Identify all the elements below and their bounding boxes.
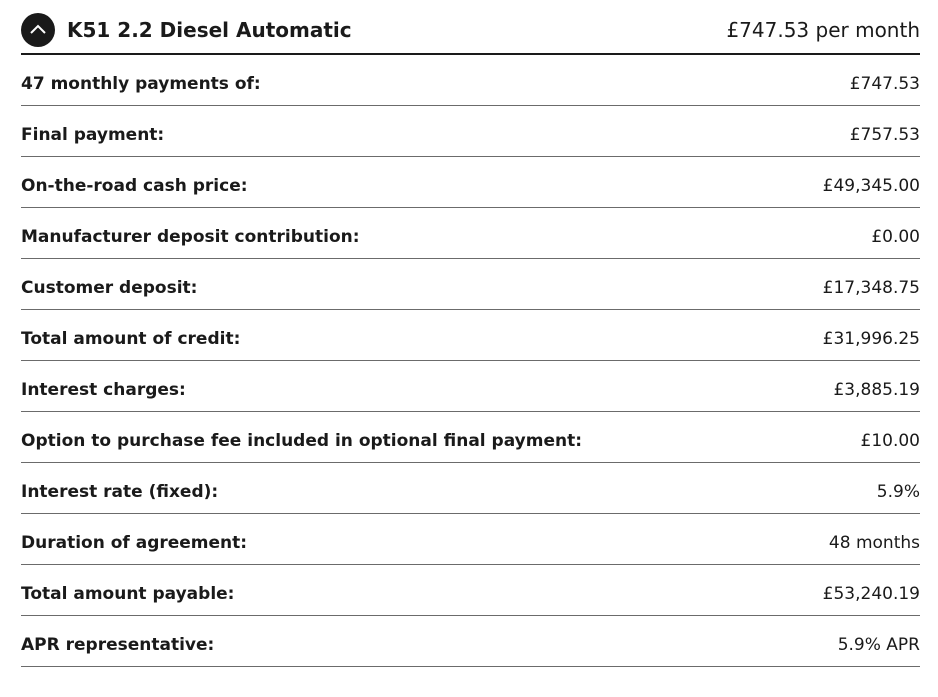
row-label: Interest charges:	[21, 380, 186, 400]
row-label: Interest rate (fixed):	[21, 482, 219, 502]
panel-inner: K51 2.2 Diesel Automatic £747.53 per mon…	[21, 0, 920, 667]
row-label: Manufacturer deposit contribution:	[21, 227, 360, 247]
row-value: £757.53	[849, 125, 920, 145]
row-value: £53,240.19	[822, 584, 920, 604]
table-row: Final payment: £757.53	[21, 106, 920, 157]
finance-header[interactable]: K51 2.2 Diesel Automatic £747.53 per mon…	[21, 0, 920, 55]
table-row: Manufacturer deposit contribution: £0.00	[21, 208, 920, 259]
row-label: Final payment:	[21, 125, 165, 145]
row-label: Total amount payable:	[21, 584, 235, 604]
table-row: On-the-road cash price: £49,345.00	[21, 157, 920, 208]
row-label: Option to purchase fee included in optio…	[21, 431, 583, 451]
collapse-button[interactable]	[21, 12, 55, 47]
row-label: On-the-road cash price:	[21, 176, 248, 196]
row-label: Duration of agreement:	[21, 533, 248, 553]
table-row: Total amount of credit: £31,996.25	[21, 310, 920, 361]
row-label: APR representative:	[21, 635, 215, 655]
table-row: Duration of agreement: 48 months	[21, 514, 920, 565]
table-row: APR representative: 5.9% APR	[21, 616, 920, 667]
row-value: 48 months	[828, 533, 920, 553]
table-row: 47 monthly payments of: £747.53	[21, 55, 920, 106]
row-value: £0.00	[871, 227, 920, 247]
row-value: £31,996.25	[822, 329, 920, 349]
row-value: 5.9%	[876, 482, 920, 502]
table-row: Option to purchase fee included in optio…	[21, 412, 920, 463]
table-row: Interest rate (fixed): 5.9%	[21, 463, 920, 514]
panel-title: K51 2.2 Diesel Automatic	[67, 17, 352, 42]
finance-table: 47 monthly payments of: £747.53 Final pa…	[21, 55, 920, 667]
row-label: 47 monthly payments of:	[21, 74, 261, 94]
table-row: Customer deposit: £17,348.75	[21, 259, 920, 310]
row-value: £747.53	[849, 74, 920, 94]
row-value: £3,885.19	[833, 380, 920, 400]
monthly-price: £747.53 per month	[726, 17, 920, 42]
table-row: Total amount payable: £53,240.19	[21, 565, 920, 616]
row-label: Total amount of credit:	[21, 329, 241, 349]
chevron-up-icon	[21, 13, 55, 47]
row-value: £49,345.00	[822, 176, 920, 196]
table-row: Interest charges: £3,885.19	[21, 361, 920, 412]
row-label: Customer deposit:	[21, 278, 198, 298]
row-value: £10.00	[860, 431, 920, 451]
row-value: £17,348.75	[822, 278, 920, 298]
row-value: 5.9% APR	[837, 635, 920, 655]
